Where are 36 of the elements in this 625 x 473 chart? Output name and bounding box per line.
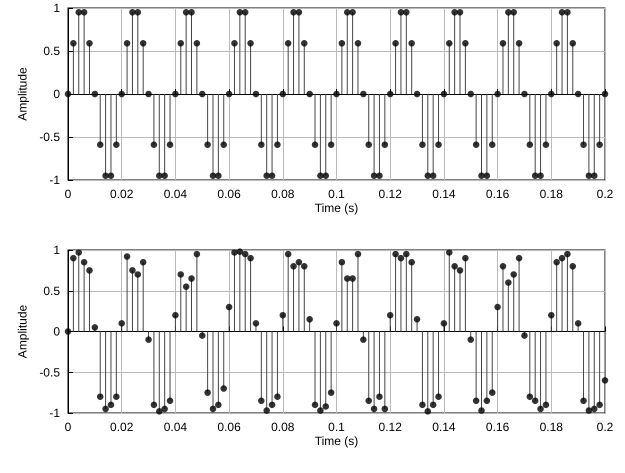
x-tick-label: 0.12 (378, 420, 402, 434)
y-tick-label: 0 (53, 87, 60, 101)
y-tick-label: -0.5 (39, 365, 60, 380)
x-tick-label: 0.02 (110, 420, 134, 434)
x-tick-label: 0.18 (540, 187, 564, 201)
x-tick-label: 0 (64, 187, 72, 201)
y-tick-label: -0.5 (39, 130, 60, 144)
x-tick-label: 0.2 (596, 187, 614, 201)
x-tick-label: 0.16 (486, 420, 510, 434)
x-tick-label: 0.02 (110, 187, 134, 201)
x-tick-label: 0.08 (271, 187, 295, 201)
y-tick-label: -1 (49, 406, 60, 420)
x-tick-label: 0.04 (164, 187, 188, 201)
x-tick-label: 0 (64, 420, 72, 434)
x-tick-label: 0.1 (328, 187, 346, 201)
y-tick-label: 1 (53, 1, 60, 15)
y-axis-title: Amplitude (15, 304, 30, 358)
x-tick-label: 0.06 (217, 420, 242, 434)
y-tick-label: -1 (49, 173, 60, 187)
x-tick-label: 0.16 (486, 187, 510, 201)
x-tick-label: 0.2 (596, 420, 614, 434)
x-tick-label: 0.1 (328, 420, 346, 434)
y-tick-label: 0 (53, 324, 60, 338)
x-tick-label: 0.08 (271, 420, 295, 434)
x-tick-label: 0.14 (432, 420, 456, 434)
x-tick-label: 0.06 (217, 187, 242, 201)
y-tick-label: 1 (53, 243, 60, 257)
x-tick-label: 0.14 (432, 187, 456, 201)
x-tick-label: 0.04 (164, 420, 188, 434)
x-tick-label: 0.12 (378, 187, 402, 201)
x-axis-title: Time (s) (314, 434, 358, 448)
y-axis-title: Amplitude (15, 67, 30, 121)
y-tick-label: 0.5 (43, 284, 60, 298)
x-axis-title: Time (s) (314, 201, 358, 215)
x-tick-label: 0.18 (540, 420, 564, 434)
y-tick-label: 0.5 (43, 44, 60, 58)
